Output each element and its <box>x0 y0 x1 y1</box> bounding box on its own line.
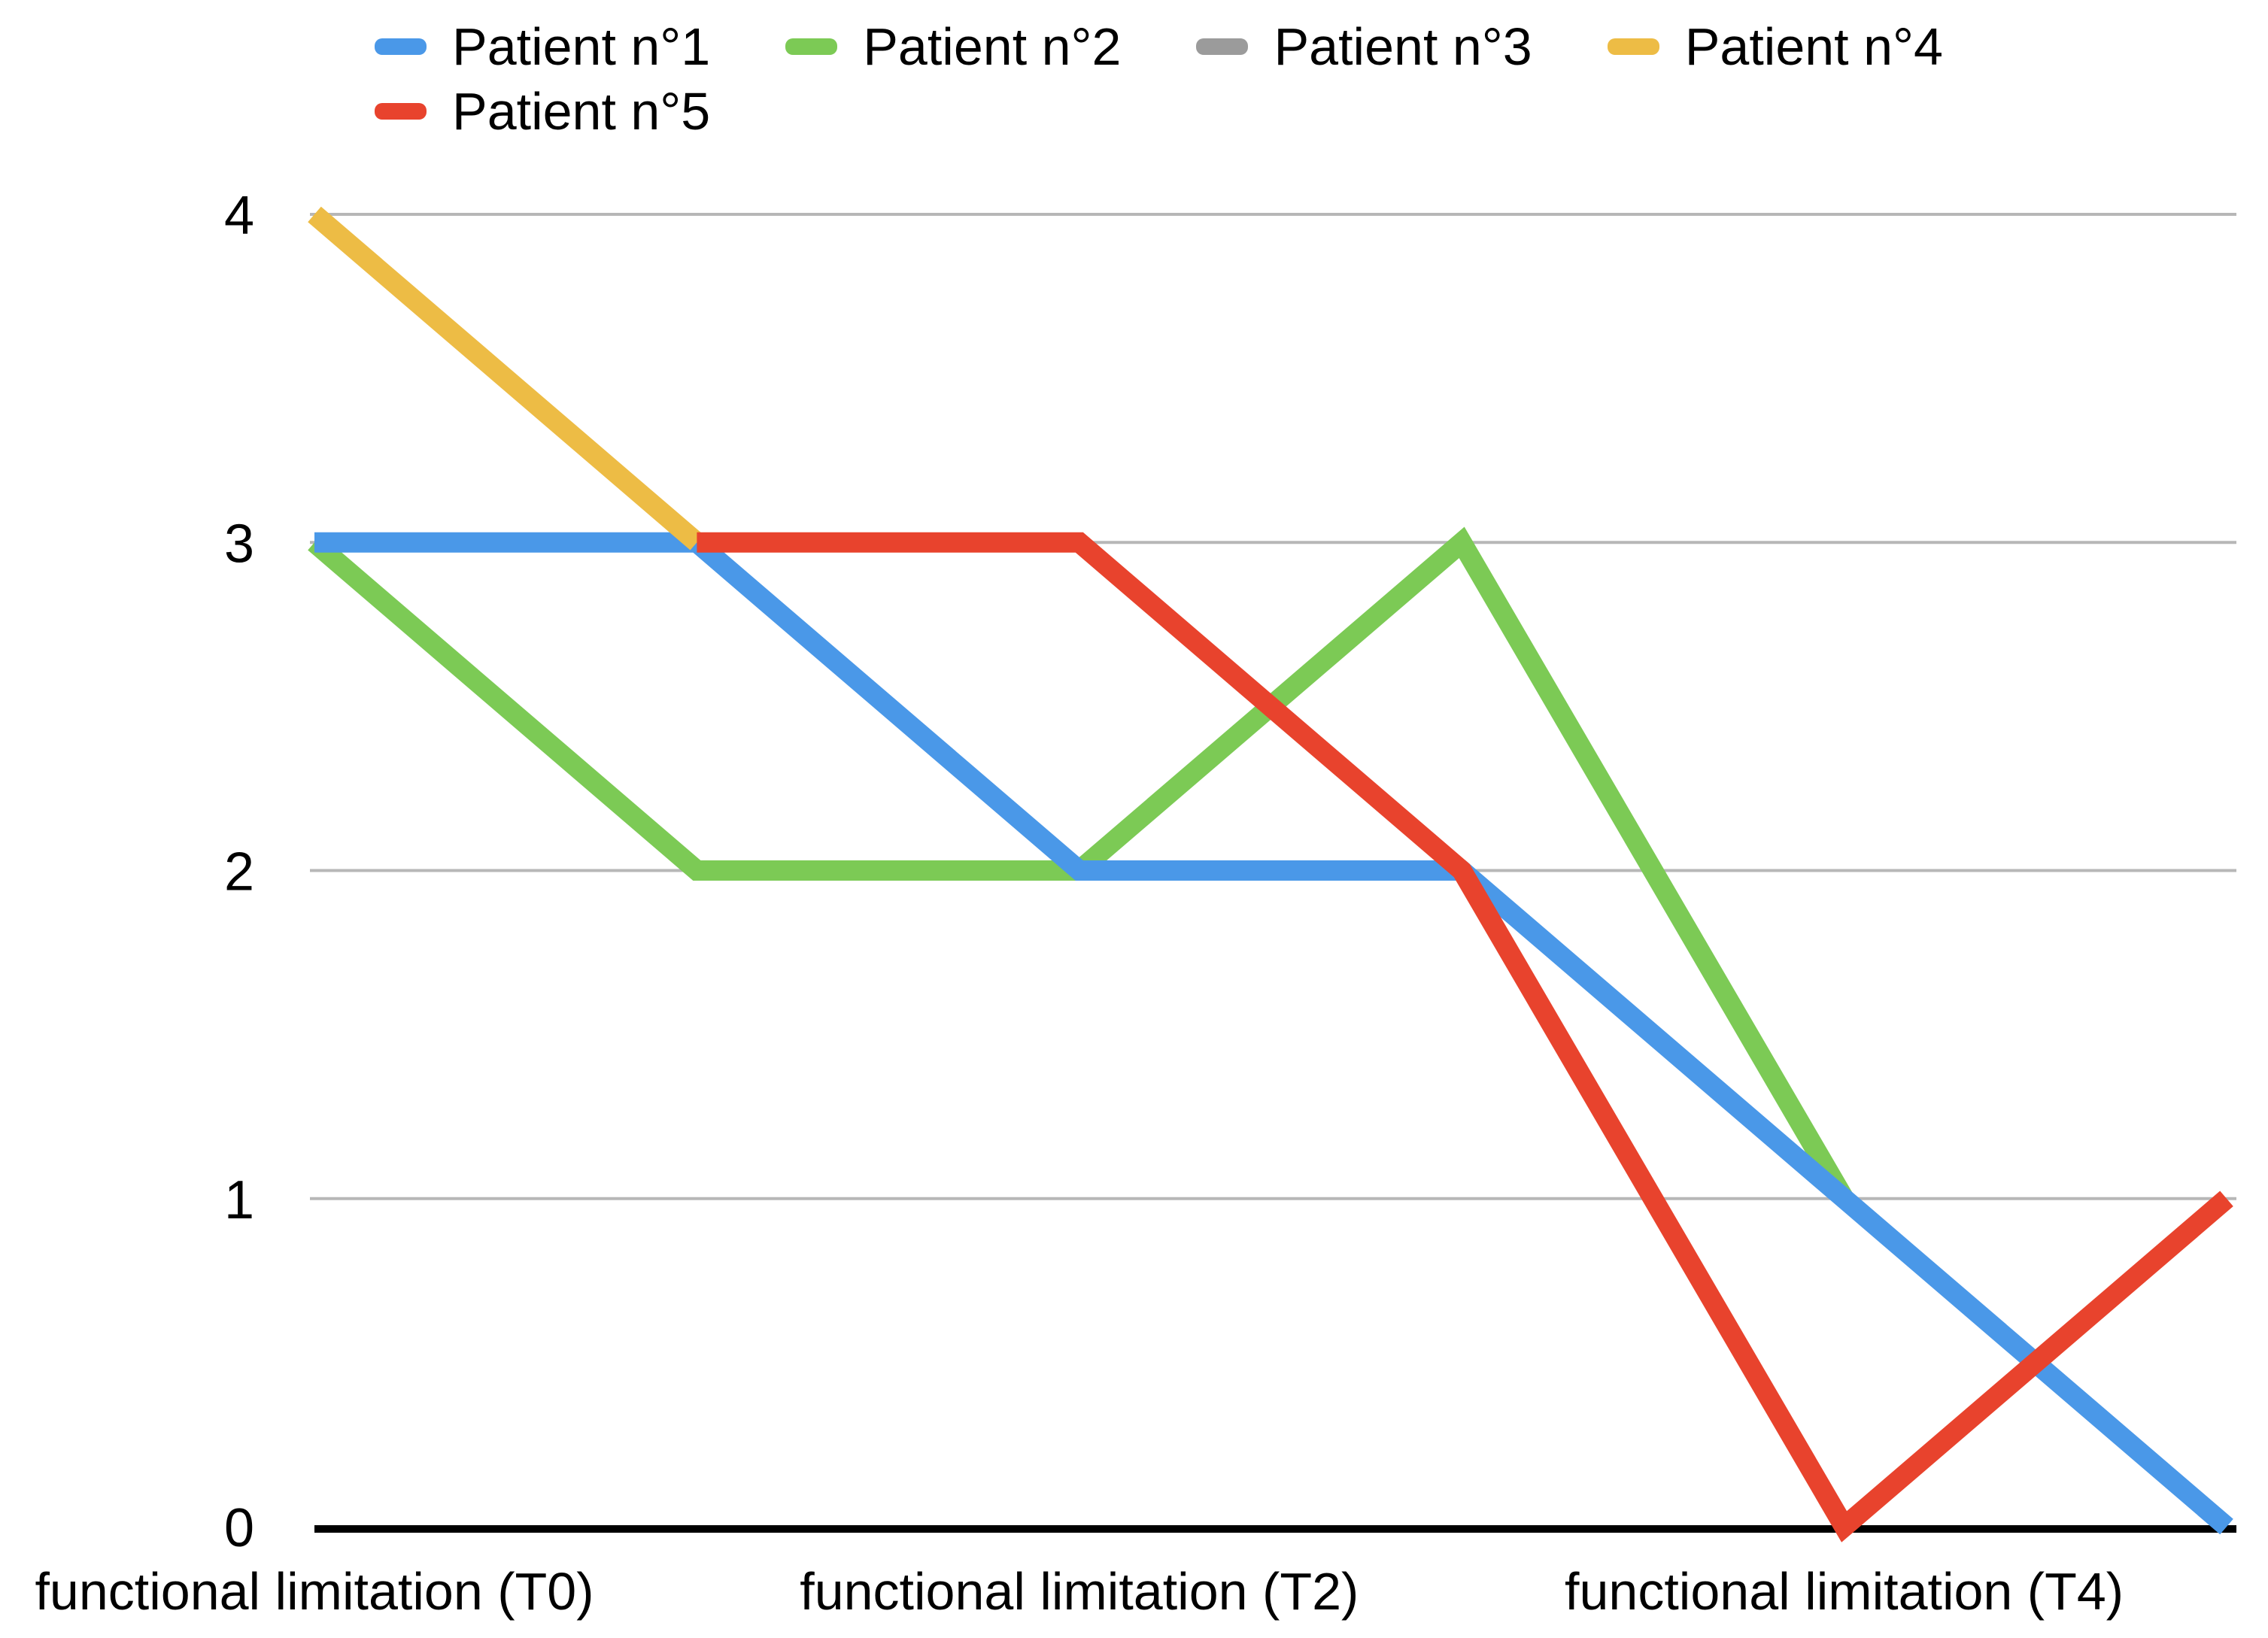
legend-swatch-patient-1 <box>375 38 427 55</box>
legend-swatch-patient-3 <box>1196 38 1249 55</box>
legend-swatch-patient-4 <box>1607 38 1659 55</box>
y-tick-label-4: 4 <box>224 186 254 246</box>
y-tick-label-2: 2 <box>224 842 254 902</box>
x-tick-label-4: functional limitation (T4) <box>1565 1562 2124 1621</box>
legend-label-patient-1: Patient n°1 <box>452 17 711 76</box>
series-line-patient-1 <box>314 532 2233 1535</box>
legend-label-patient-5: Patient n°5 <box>452 82 711 141</box>
chart-legend: Patient n°1 Patient n°2 Patient n°3 Patient… <box>375 15 2218 143</box>
legend-item-patient-1: Patient n°1 <box>375 15 710 78</box>
legend-item-patient-3: Patient n°3 <box>1196 15 1532 78</box>
y-tick-label-3: 3 <box>224 514 254 574</box>
legend-item-patient-5: Patient n°5 <box>375 80 710 143</box>
y-tick-label-0: 0 <box>224 1498 254 1558</box>
x-tick-label-2: functional limitation (T2) <box>800 1562 1359 1621</box>
legend-swatch-patient-5 <box>375 103 427 120</box>
legend-item-patient-2: Patient n°2 <box>785 15 1121 78</box>
legend-item-patient-4: Patient n°4 <box>1607 15 1943 78</box>
y-tick-label-1: 1 <box>224 1170 254 1230</box>
series-line-patient-5 <box>697 532 2233 1542</box>
legend-label-patient-4: Patient n°4 <box>1684 17 1943 76</box>
legend-label-patient-2: Patient n°2 <box>863 17 1122 76</box>
series-line-patient-4 <box>308 206 704 551</box>
x-tick-label-0: functional limitation (T0) <box>35 1562 594 1621</box>
legend-swatch-patient-2 <box>785 38 838 55</box>
legend-label-patient-3: Patient n°3 <box>1274 17 1532 76</box>
